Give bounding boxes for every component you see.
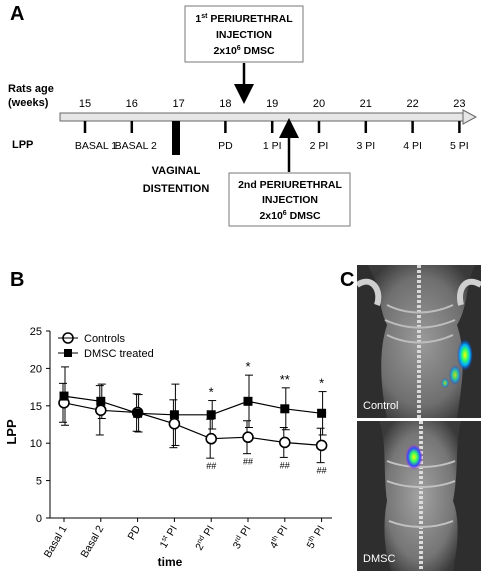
xray-dmsc-drawing (357, 421, 481, 571)
injection-2-line2: INJECTION (262, 194, 318, 206)
week-label-16: 16 (126, 98, 138, 110)
panel-b-letter: B (10, 269, 24, 291)
point-controls-6 (278, 436, 291, 449)
point-controls-4 (205, 432, 217, 445)
injection-1-line1: 1st PERIURETHRAL (195, 13, 293, 25)
annotation-below-5: ## (243, 457, 253, 467)
injection-1-box: 1st PERIURETHRAL INJECTION 2x106 DMSC (184, 5, 304, 63)
point-dmsc-3 (169, 410, 179, 420)
panel-a-letter: A (10, 3, 24, 25)
week-label-21: 21 (360, 98, 372, 110)
week-label-19: 19 (266, 98, 278, 110)
x-tick-label-0: Basal 1 (42, 523, 70, 559)
xray-dmsc-image: DMSC (357, 421, 481, 571)
x-tick-label-2: PD (126, 523, 144, 542)
x-ticks: Basal 1 Basal 2 PD 1st PI 2nd PI 3rd PI 4th PI… (42, 518, 328, 560)
xray-control-drawing (357, 265, 481, 418)
injection-2-line1: 2nd PERIURETHRAL (238, 179, 342, 191)
timeline-label-6: 4 PI (403, 140, 422, 152)
x-tick-label-6: 4th PI (268, 524, 291, 551)
injection-1-line3: 2x106 DMSC (213, 45, 275, 57)
point-dmsc-6 (280, 404, 290, 414)
point-controls-5 (242, 431, 254, 444)
vaginal-distention-bar (172, 121, 180, 155)
y-tick-label-10: 10 (30, 438, 42, 450)
series-layer (58, 366, 328, 464)
y-tick-label-5: 5 (36, 476, 42, 488)
y-tick-label-0: 0 (36, 513, 42, 525)
week-label-15: 15 (79, 98, 91, 110)
point-dmsc-4 (206, 410, 216, 420)
annotation-below-4: ## (206, 461, 216, 471)
week-label-17: 17 (172, 98, 184, 110)
point-dmsc-2 (133, 408, 143, 418)
injection-2-box: 2nd PERIURETHRAL INJECTION 2x106 DMSC (228, 172, 351, 227)
xray-control-label: Control (363, 400, 399, 412)
age-label-2: (weeks) (8, 97, 49, 109)
timeline-bar (59, 109, 478, 125)
week-labels: 15 16 17 18 19 20 21 22 23 (79, 98, 466, 110)
timeline-label-7: 5 PI (450, 140, 469, 152)
annotation-below-6: ## (280, 460, 290, 470)
point-dmsc-5 (243, 396, 253, 406)
vaginal-line1: VAGINAL (152, 165, 201, 177)
y-tick-label-15: 15 (30, 401, 42, 413)
x-tick-label-3: 1st PI (158, 524, 180, 551)
legend-controls-label: Controls (84, 333, 125, 345)
point-controls-1 (95, 404, 107, 417)
timeline-label-0: BASAL 1 (75, 140, 117, 152)
age-label-1: Rats age (8, 83, 54, 95)
timeline-label-3: 1 PI (263, 140, 282, 152)
vaginal-line2: DISTENTION (143, 183, 210, 195)
timeline-label-1: BASAL 2 (115, 140, 157, 152)
x-tick-label-7: 5th PI (305, 524, 328, 551)
x-axis-label: time (158, 555, 183, 569)
annotation-above-5: * (245, 359, 250, 374)
week-label-20: 20 (313, 98, 325, 110)
point-dmsc-7 (317, 408, 327, 418)
legend-dmsc-label: DMSC treated (84, 348, 154, 360)
y-tick-label-20: 20 (30, 363, 42, 375)
y-tick-label-25: 25 (30, 326, 42, 338)
injection-1-line2: INJECTION (216, 29, 272, 41)
timeline-label-2: PD (218, 140, 233, 152)
annotation-above-4: * (209, 385, 214, 400)
x-tick-label-4: 2nd PI (193, 524, 217, 553)
series-line-1 (63, 395, 322, 416)
series-line-0 (63, 402, 322, 446)
week-label-22: 22 (406, 98, 418, 110)
point-dmsc-1 (96, 396, 106, 406)
x-tick-label-1: Basal 2 (78, 523, 106, 559)
point-dmsc-0 (59, 391, 69, 401)
lpp-label-a: LPP (12, 139, 33, 151)
timeline-label-4: 2 PI (310, 140, 329, 152)
annotation-below-7: ## (317, 466, 327, 476)
point-controls-3 (168, 417, 181, 430)
y-axis-label: LPP (4, 419, 19, 445)
week-label-23: 23 (453, 98, 465, 110)
annotation-above-6: ** (280, 372, 290, 387)
timeline-label-5: 3 PI (356, 140, 375, 152)
point-controls-7 (315, 439, 328, 452)
annotation-above-7: * (319, 376, 324, 391)
week-label-18: 18 (219, 98, 231, 110)
xray-dmsc-label: DMSC (363, 553, 396, 565)
injection-2-line3: 2x106 DMSC (259, 210, 321, 222)
legend: Controls DMSC treated (58, 332, 154, 360)
annotation-layer: **** *## ## #### (206, 359, 326, 476)
y-ticks: 0 5 10 15 20 25 (30, 326, 50, 525)
x-tick-label-5: 3rd PI (231, 524, 254, 552)
panel-c-letter: C (340, 269, 354, 291)
lpp-chart: 0 5 10 15 20 25 Basal 1 Basal 2 PD 1st PI 2nd PI 3… (4, 326, 332, 569)
xray-control-image: Control (357, 265, 481, 418)
